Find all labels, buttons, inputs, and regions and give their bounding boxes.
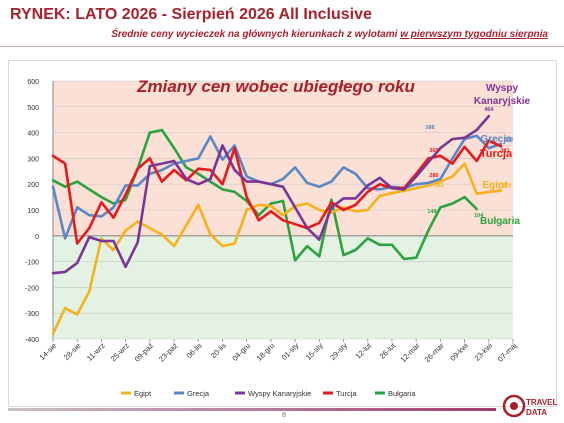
travel-data-logo: TRAVEL DATA (502, 394, 558, 418)
price-change-chart: -400 -300 -200 -100 0 100 200 300 400 500 600 14-s… (25, 77, 531, 398)
point-value-label: 280 (429, 173, 438, 179)
x-tick-label: 26-lut (378, 340, 398, 360)
series-annotation: Grecja (480, 134, 512, 145)
x-tick-label: 09-paź (133, 341, 156, 364)
x-tick-label: 28-sie (62, 341, 83, 362)
point-value-label: 148 (427, 209, 436, 215)
x-tick-label: 12-mar (398, 341, 422, 365)
y-tick-label: 100 (27, 208, 39, 215)
y-tick-label: -200 (25, 285, 39, 292)
series-line-wyspy-kanaryjskie (51, 114, 491, 275)
x-tick-label: 23-paź (157, 341, 180, 364)
subtitle-underlined: w pierwszym tygodniu sierpnia (400, 29, 548, 40)
x-tick-label: 09-kwi (448, 341, 470, 363)
legend-label: Bułgaria (388, 389, 416, 398)
x-tick-label: 07-maj (496, 341, 519, 364)
point-value-label: 388 (425, 125, 434, 131)
series-line-turcja (51, 139, 503, 245)
x-tick-label: 04-gru (230, 341, 252, 363)
subtitle-text: Średnie ceny wycieczek na głównych kieru… (111, 29, 401, 40)
x-tick-label: 20-lis (209, 341, 228, 360)
y-tick-label: 200 (27, 182, 39, 189)
y-tick-label: -100 (25, 260, 39, 267)
logo-dot-icon (510, 402, 518, 410)
page-number: 8 (282, 412, 286, 419)
y-tick-label: -400 (25, 337, 39, 344)
y-tick-label: 500 (27, 105, 39, 112)
end-value-label: 104 (474, 213, 484, 219)
chart-title: Zmiany cen wobec ubiegłego roku (136, 77, 415, 96)
point-value-label: 369 (429, 148, 438, 154)
x-tick-label: 25-wrz (109, 341, 131, 363)
logo-text-data: DATA (526, 408, 547, 417)
x-tick-label: 12-lut (354, 340, 374, 360)
series-annotation: Turcja (480, 148, 513, 160)
page-subtitle: Średnie ceny wycieczek na głównych kieru… (0, 29, 548, 40)
y-tick-label: 600 (27, 79, 39, 86)
series-line-egipt (51, 162, 503, 336)
y-tick-label: 300 (27, 156, 39, 163)
x-tick-label: 23-kwi (473, 341, 495, 363)
x-tick-label: 14-sie (38, 341, 59, 362)
logo-ring-icon (502, 394, 526, 418)
x-tick-label: 06-lis (185, 341, 204, 360)
series-annotation: Kanaryjskie (474, 96, 531, 107)
series-annotation: Egipt (483, 180, 509, 191)
legend-label: Turcja (336, 389, 357, 398)
end-value-label: 356 (504, 137, 513, 143)
y-tick-label: 400 (27, 131, 39, 138)
logo-text-travel: TRAVEL (526, 398, 558, 407)
chart-panel: -400 -300 -200 -100 0 100 200 300 400 500 600 14-s… (8, 60, 557, 407)
y-tick-label: -300 (25, 311, 39, 318)
x-tick-label: 15-sty (304, 341, 325, 362)
end-value-label: 464 (484, 107, 494, 113)
x-tick-label: 26-mar (423, 341, 447, 365)
x-tick-label: 29-sty (328, 341, 349, 362)
end-value-label: 175 (502, 184, 511, 190)
header-separator (0, 46, 564, 47)
x-tick-label: 18-gru (255, 341, 277, 363)
y-tick-label: 0 (35, 234, 39, 241)
x-tick-label: 11-wrz (85, 341, 107, 363)
series-annotation: Bułgaria (480, 216, 520, 227)
footer-bar (8, 408, 496, 411)
series-line-grecja (51, 134, 503, 240)
end-value-label: 347 (500, 148, 509, 154)
legend-label: Grecja (187, 389, 210, 398)
x-tick-label: 01-sty (280, 341, 301, 362)
legend-label: Wyspy Kanaryjskie (248, 389, 311, 398)
page-title: RYNEK: LATO 2026 - Sierpień 2026 All Inc… (10, 6, 372, 23)
legend-label: Egipt (134, 389, 152, 398)
series-annotation: Wyspy (486, 83, 518, 94)
point-value-label: 163 (434, 183, 443, 189)
